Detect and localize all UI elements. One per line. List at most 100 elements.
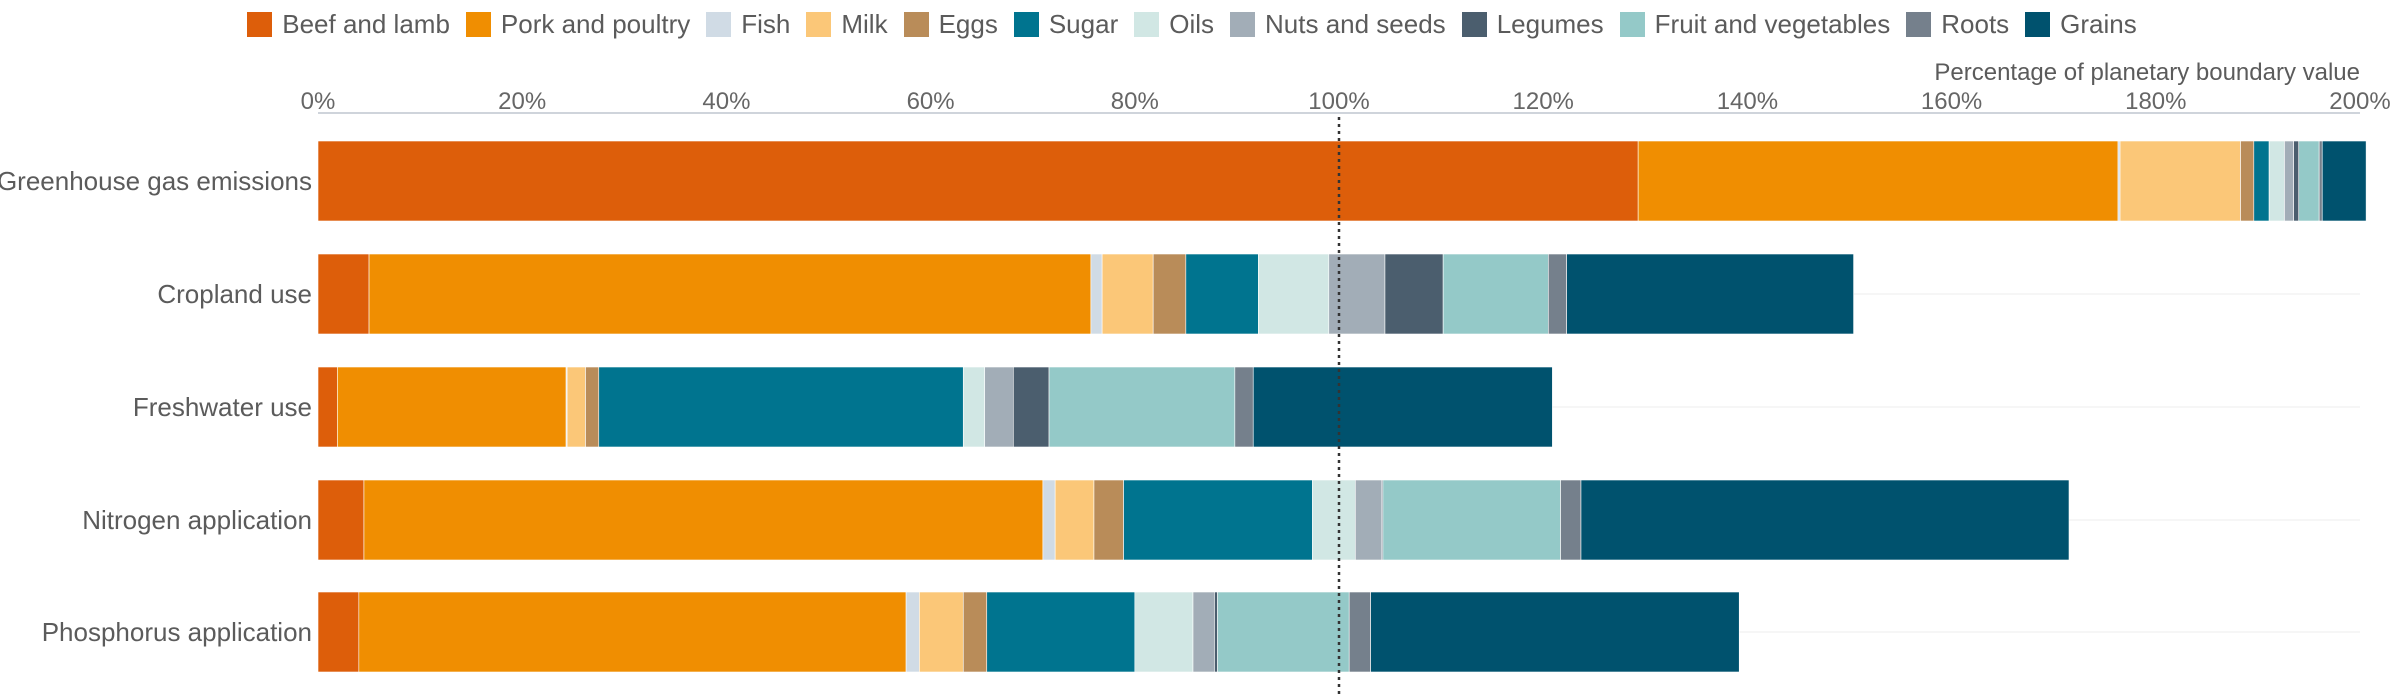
bar-segment-nuts-and-seeds (1328, 253, 1386, 335)
bar-segment-legumes (1013, 366, 1050, 448)
bar-segment-grains (2321, 140, 2367, 222)
bar-segment-fruit-and-vegetables (1217, 591, 1350, 673)
bar-segment-nuts-and-seeds (2284, 140, 2294, 222)
bar-segment-sugar (1123, 479, 1313, 561)
x-tick-label: 40% (702, 88, 750, 115)
bar-segment-milk (1054, 479, 1095, 561)
legend-label: Grains (2060, 8, 2137, 39)
legend-label: Beef and lamb (282, 8, 450, 39)
bar-segment-fish (1042, 479, 1056, 561)
bar-segment-roots (1234, 366, 1254, 448)
legend-swatch (2025, 11, 2051, 37)
legend-swatch (1134, 11, 1160, 37)
category-label: Phosphorus application (42, 617, 312, 647)
legend-swatch (247, 11, 273, 37)
category-label: Greenhouse gas emissions (0, 166, 312, 196)
legend-label: Milk (841, 8, 888, 39)
category-label: Cropland use (157, 279, 312, 309)
x-tick-label: 200% (2329, 88, 2390, 115)
legend-swatch (1013, 11, 1039, 37)
bar-segment-eggs (585, 366, 600, 448)
legend-swatch (1230, 11, 1256, 37)
legend-item-beef-and-lamb: Beef and lamb (247, 9, 450, 40)
bar-segment-roots (1560, 479, 1582, 561)
legend-label: Pork and poultry (500, 8, 691, 39)
legend-label: Legumes (1496, 8, 1604, 39)
legend-item-milk: Milk (806, 8, 888, 40)
legend-label: Nuts and seeds (1265, 8, 1446, 39)
legend-item-eggs: Eggs (903, 8, 998, 40)
bar-segment-nuts-and-seeds (984, 366, 1014, 448)
bar-segment-milk (919, 591, 964, 673)
bar-segment-roots (1548, 253, 1567, 335)
bar-segment-sugar (598, 366, 964, 448)
bar-segment-beef-and-lamb (317, 479, 365, 561)
bar-segment-fish (1090, 253, 1103, 335)
legend-item-legumes: Legumes (1461, 8, 1604, 40)
bar-segment-milk (566, 366, 586, 448)
bar-segment-milk (1101, 253, 1154, 335)
legend-label: Eggs (938, 8, 998, 39)
legend-swatch (903, 11, 929, 37)
bar-segment-pork-and-poultry (363, 479, 1044, 561)
category-label: Nitrogen application (82, 505, 312, 535)
bar-segment-oils (2268, 140, 2285, 222)
bar-segment-fruit-and-vegetables (1382, 479, 1561, 561)
legend-item-oils: Oils (1134, 9, 1214, 40)
bar-segment-grains (1580, 479, 2070, 561)
bar-segment-pork-and-poultry (337, 366, 567, 448)
bar-segment-beef-and-lamb (317, 591, 360, 673)
bar-segment-beef-and-lamb (317, 140, 1639, 222)
bar-segment-legumes (1214, 591, 1218, 673)
bar-segment-grains (1252, 366, 1553, 448)
legend-item-fish: Fish (706, 9, 790, 40)
bar-segment-roots (1348, 591, 1371, 673)
bar-segment-legumes (1384, 253, 1444, 335)
bar-segment-fruit-and-vegetables (1048, 366, 1236, 448)
legend-label: Sugar (1048, 8, 1119, 39)
legend-item-grains: Grains (2025, 9, 2137, 40)
bar-segment-grains (1566, 253, 1854, 335)
legend-swatch (806, 11, 832, 37)
bar-segment-oils (1258, 253, 1330, 335)
legend-item-fruit-and-vegetables: Fruit and vegetables (1619, 8, 1891, 40)
bar-segment-eggs (1152, 253, 1187, 335)
bar-segment-fruit-and-vegetables (2298, 140, 2320, 222)
legend-item-pork-and-poultry: Pork and poultry (465, 8, 691, 40)
bar-segment-fish (2117, 140, 2121, 222)
bar-segment-oils (1312, 479, 1356, 561)
bar-segment-pork-and-poultry (358, 591, 907, 673)
legend-item-roots: Roots (1906, 9, 2009, 40)
bar-segment-nuts-and-seeds (1192, 591, 1215, 673)
legend-item-sugar: Sugar (1013, 8, 1119, 40)
category-label: Freshwater use (133, 392, 312, 422)
bar-segment-pork-and-poultry (1637, 140, 2119, 222)
legend: Beef and lamb Pork and poultry Fish Milk Egg… (0, 4, 2400, 44)
legend-label: Oils (1169, 8, 1215, 39)
bar-segment-eggs (1093, 479, 1124, 561)
bar-segment-sugar (1185, 253, 1259, 335)
x-axis-title: Percentage of planetary boundary value (1934, 59, 2360, 86)
x-tick-label: 160% (1921, 88, 1982, 115)
bar-segment-sugar (2253, 140, 2270, 222)
bar-segment-eggs (2240, 140, 2255, 222)
legend-label: Fruit and vegetables (1654, 8, 1891, 39)
x-tick-label: 120% (1513, 88, 1574, 115)
bar-segment-beef-and-lamb (317, 253, 370, 335)
bar-segment-legumes (2293, 140, 2300, 222)
bar-segment-beef-and-lamb (317, 366, 338, 448)
x-tick-label: 140% (1717, 88, 1778, 115)
legend-swatch (706, 11, 732, 37)
x-tick-label: 60% (907, 88, 955, 115)
bar-segment-oils (962, 366, 986, 448)
x-tick-label: 0% (301, 88, 336, 115)
bar-segment-pork-and-poultry (368, 253, 1092, 335)
x-tick-label: 100% (1308, 88, 1369, 115)
bar-segment-fruit-and-vegetables (1442, 253, 1549, 335)
legend-swatch (1461, 11, 1487, 37)
bar-segment-eggs (962, 591, 988, 673)
bar-segment-oils (1134, 591, 1194, 673)
bar-segment-milk (2119, 140, 2241, 222)
